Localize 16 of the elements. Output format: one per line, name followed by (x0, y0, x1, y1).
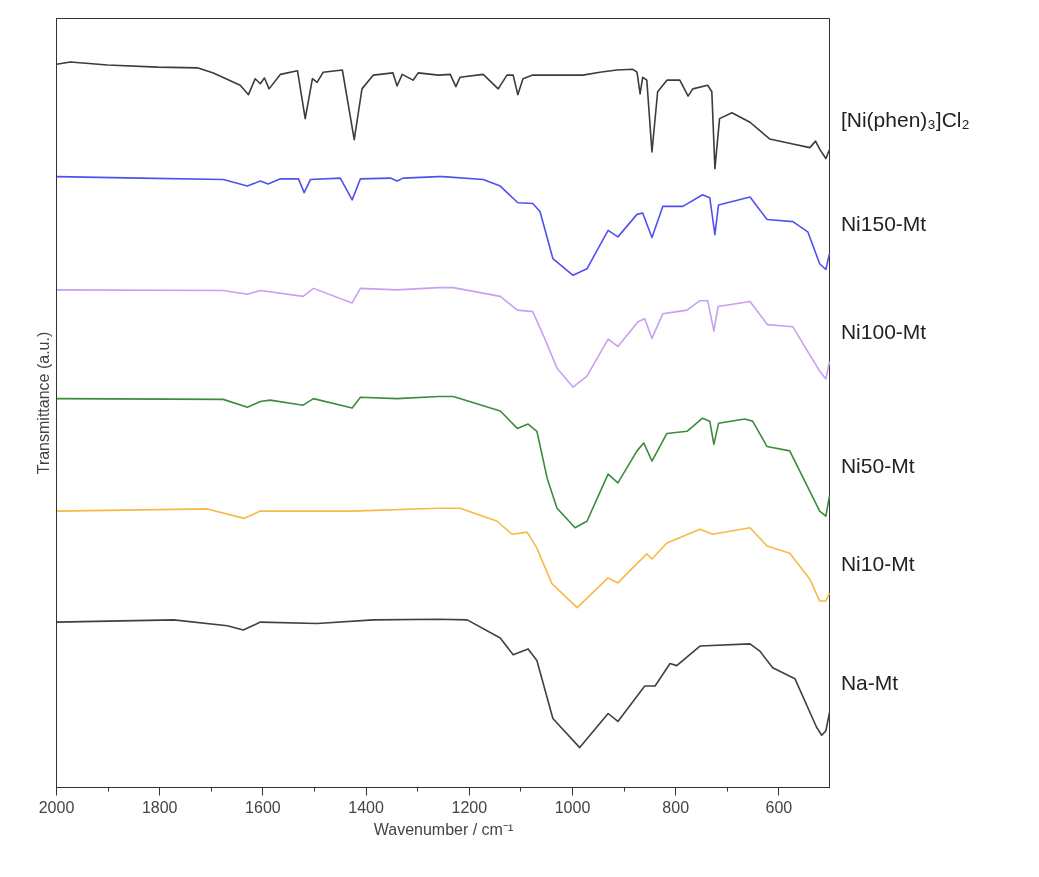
series-label: Ni100-Mt (840, 320, 927, 344)
x-tick-label: 600 (765, 798, 793, 816)
x-tick-label: 1400 (348, 798, 384, 816)
x-tick-label: 1600 (245, 798, 281, 816)
x-tick-label: 1800 (141, 798, 178, 816)
x-axis-title: Wavenumber / cm⁻¹ (373, 820, 514, 838)
series-label: [Ni(phen)₃]Cl₂ (840, 108, 970, 132)
x-tick-label: 1000 (554, 798, 591, 816)
series-label: Ni50-Mt (840, 454, 915, 478)
series-label: Na-Mt (840, 671, 899, 695)
y-axis-title: Transmittance (a.u.) (34, 331, 52, 475)
x-tick-label: 2000 (38, 798, 75, 816)
series-label: Ni10-Mt (840, 551, 915, 575)
series-label: Ni150-Mt (840, 212, 927, 236)
x-tick-label: 800 (662, 798, 690, 816)
x-tick-label: 1200 (451, 798, 488, 816)
